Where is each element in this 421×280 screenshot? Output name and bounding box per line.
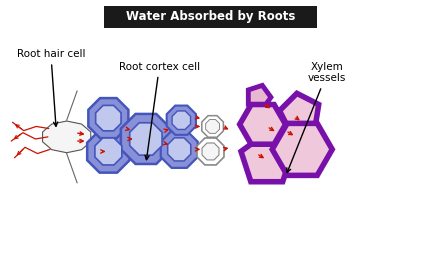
Polygon shape xyxy=(121,114,171,164)
Polygon shape xyxy=(87,130,130,173)
Text: Root cortex cell: Root cortex cell xyxy=(119,62,200,160)
Polygon shape xyxy=(240,104,285,144)
Text: Xylem
vessels: Xylem vessels xyxy=(287,62,346,172)
Polygon shape xyxy=(88,98,128,138)
Polygon shape xyxy=(167,106,196,135)
Polygon shape xyxy=(197,138,224,165)
FancyBboxPatch shape xyxy=(104,6,317,29)
Polygon shape xyxy=(202,116,224,137)
Polygon shape xyxy=(248,85,271,109)
Polygon shape xyxy=(280,93,319,132)
Polygon shape xyxy=(168,138,191,161)
Text: Water Absorbed by Roots: Water Absorbed by Roots xyxy=(126,10,295,23)
Polygon shape xyxy=(95,138,122,165)
Polygon shape xyxy=(96,105,121,131)
Polygon shape xyxy=(202,143,219,160)
Polygon shape xyxy=(172,111,191,129)
Polygon shape xyxy=(161,131,198,168)
Polygon shape xyxy=(272,123,332,175)
Polygon shape xyxy=(205,120,219,133)
Polygon shape xyxy=(130,123,162,155)
Text: Root hair cell: Root hair cell xyxy=(17,49,85,126)
Polygon shape xyxy=(241,133,293,182)
Polygon shape xyxy=(43,121,91,153)
